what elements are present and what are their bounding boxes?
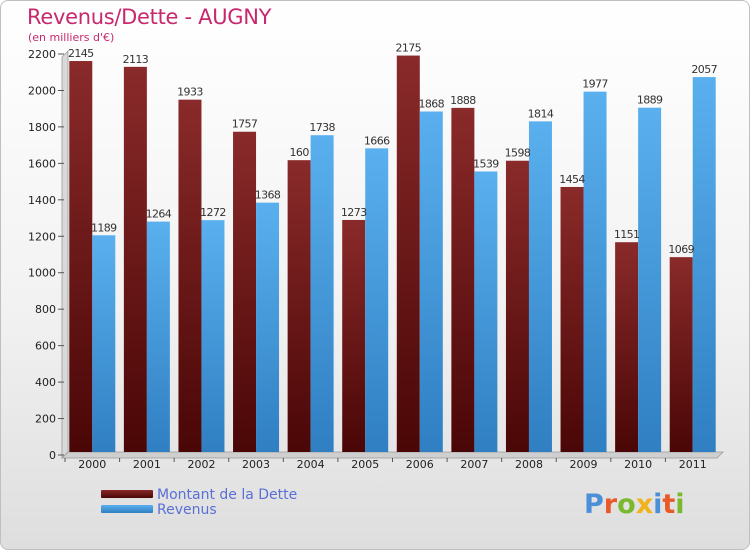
bar-dette (615, 242, 639, 452)
y-tick-label: 200 (35, 413, 56, 426)
x-tick-label: 2002 (187, 458, 215, 471)
x-tick-label: 2008 (515, 458, 543, 471)
bar-revenus (583, 91, 607, 452)
bar-dette (560, 186, 584, 452)
x-axis-floor (61, 451, 724, 459)
proxiti-logo: Proxiti (584, 489, 685, 520)
data-label: 1539 (473, 157, 499, 170)
y-tick-label: 600 (35, 340, 56, 353)
data-label: 2175 (395, 42, 421, 55)
bar-revenus (92, 235, 116, 452)
bar-revenus (310, 135, 334, 452)
data-label: 1454 (559, 173, 585, 186)
bar-dette (342, 219, 366, 452)
bar-dette (451, 107, 475, 453)
bar-dette (396, 55, 420, 452)
chart-title: Revenus/Dette - AUGNY (27, 5, 272, 29)
data-label: 1888 (450, 94, 476, 107)
data-label: 1272 (200, 206, 226, 219)
legend-swatch-revenus (101, 505, 153, 513)
x-tick-label: 2006 (406, 458, 434, 471)
data-label: 1757 (232, 118, 258, 131)
data-label: 2057 (691, 63, 717, 76)
bar-revenus (256, 202, 280, 452)
y-tick-label: 800 (35, 303, 56, 316)
y-tick-label: 1400 (28, 194, 56, 207)
data-label: 1598 (505, 147, 531, 160)
logo-letter: i (653, 489, 663, 520)
bar-dette (287, 160, 311, 452)
bar-revenus (638, 107, 662, 452)
y-axis-wall (61, 50, 69, 459)
data-label: 1069 (668, 243, 694, 256)
data-label: 1814 (528, 107, 554, 120)
data-label: 1933 (177, 86, 203, 99)
x-tick-label: 2011 (679, 458, 707, 471)
data-label: 1868 (418, 98, 444, 111)
logo-letter: o (617, 489, 636, 520)
y-tick-label: 2200 (28, 48, 56, 61)
data-label: 2145 (68, 47, 94, 60)
data-label: 1368 (255, 189, 281, 202)
y-tick-label: 1000 (28, 267, 56, 280)
logo-letter: x (635, 489, 654, 520)
data-label: 160 (290, 146, 310, 159)
data-label: 1189 (91, 221, 117, 234)
y-tick-label: 0 (49, 449, 56, 462)
bar-dette (233, 131, 257, 452)
x-tick-label: 2001 (133, 458, 161, 471)
data-label: 1151 (614, 228, 640, 241)
x-tick-label: 2005 (351, 458, 379, 471)
bar-revenus (528, 121, 552, 452)
x-tick-label: 2003 (242, 458, 270, 471)
y-tick-label: 1200 (28, 230, 56, 243)
x-tick-label: 2009 (570, 458, 598, 471)
chart-subtitle: (en milliers d'€) (28, 31, 115, 44)
x-tick-label: 2007 (460, 458, 488, 471)
bar-dette (505, 160, 529, 452)
data-label: 1977 (582, 78, 608, 91)
bar-dette (669, 257, 693, 452)
bar-revenus (146, 221, 170, 452)
bar-revenus (419, 111, 443, 453)
logo-letter: P (584, 489, 604, 520)
bar-dette (69, 61, 93, 453)
legend-swatch-dette (101, 490, 153, 498)
x-tick-label: 2010 (624, 458, 652, 471)
y-tick-label: 2000 (28, 84, 56, 97)
data-label: 1273 (341, 206, 367, 219)
logo-letter: i (675, 489, 685, 520)
data-label: 1264 (146, 208, 172, 221)
bar-dette (123, 66, 147, 452)
bar-revenus (201, 220, 225, 452)
bar-revenus (692, 77, 716, 452)
logo-letter: r (603, 489, 618, 520)
data-label: 1889 (637, 94, 663, 107)
bar-dette (178, 99, 202, 453)
x-tick-label: 2000 (78, 458, 106, 471)
data-label: 2113 (123, 53, 149, 66)
bar-revenus (365, 148, 389, 453)
y-tick-label: 400 (35, 376, 56, 389)
legend-label-revenus: Revenus (157, 502, 217, 518)
x-tick-label: 2004 (297, 458, 325, 471)
data-label: 1666 (364, 134, 390, 147)
legend-label-dette: Montant de la Dette (157, 487, 298, 503)
y-tick-label: 1800 (28, 121, 56, 134)
data-label: 1738 (309, 121, 335, 134)
bar-revenus (474, 171, 498, 452)
logo-letter: t (662, 489, 676, 520)
y-tick-label: 1600 (28, 157, 56, 170)
